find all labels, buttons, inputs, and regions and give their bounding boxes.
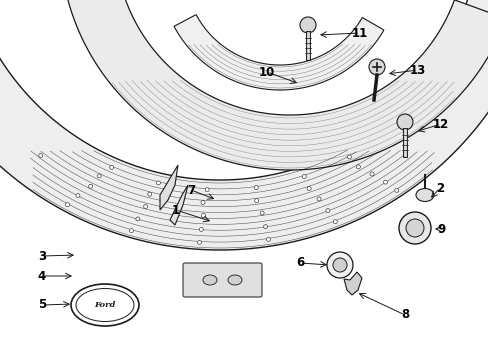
Circle shape [156,181,160,185]
Circle shape [254,185,258,190]
Circle shape [197,240,201,244]
Circle shape [369,172,373,176]
Circle shape [383,180,386,184]
Text: 2: 2 [435,181,443,194]
Polygon shape [160,165,178,210]
Polygon shape [0,0,488,250]
Ellipse shape [71,284,139,326]
Circle shape [263,225,267,229]
Circle shape [201,201,204,204]
Polygon shape [343,272,361,295]
Circle shape [109,165,114,169]
Ellipse shape [76,288,134,321]
Circle shape [201,213,205,217]
Circle shape [394,188,398,192]
Ellipse shape [203,275,217,285]
Circle shape [326,252,352,278]
Circle shape [405,219,423,237]
Text: Ford: Ford [94,301,116,309]
Circle shape [325,209,329,213]
Text: 8: 8 [400,309,408,321]
Text: 3: 3 [38,249,46,262]
Circle shape [299,17,315,33]
Circle shape [346,155,351,159]
Text: 12: 12 [432,117,448,131]
Circle shape [332,258,346,272]
Polygon shape [174,15,383,90]
Circle shape [39,154,42,158]
Circle shape [136,217,140,221]
FancyBboxPatch shape [183,263,262,297]
Circle shape [147,192,151,196]
Ellipse shape [415,189,433,202]
Ellipse shape [227,275,242,285]
Circle shape [266,237,270,241]
Circle shape [143,204,147,208]
Circle shape [205,188,209,192]
Text: 9: 9 [436,222,444,235]
Circle shape [356,165,360,169]
Circle shape [260,211,264,215]
Circle shape [254,199,258,203]
Circle shape [302,175,305,179]
Circle shape [316,197,320,201]
Text: 10: 10 [258,66,275,78]
Circle shape [398,212,430,244]
Text: 11: 11 [351,27,367,40]
Circle shape [97,174,101,178]
Circle shape [88,184,92,188]
Text: 7: 7 [186,184,195,197]
Circle shape [368,59,384,75]
Circle shape [65,203,69,207]
Circle shape [396,114,412,130]
Circle shape [129,229,133,233]
Circle shape [333,220,337,224]
Circle shape [76,194,80,198]
Polygon shape [68,0,488,170]
Circle shape [199,228,203,231]
Text: 1: 1 [172,203,180,216]
Text: 13: 13 [409,63,425,77]
Text: 6: 6 [295,256,304,270]
Text: 5: 5 [38,298,46,311]
Text: 4: 4 [38,270,46,283]
Circle shape [306,186,310,190]
Polygon shape [170,185,187,225]
